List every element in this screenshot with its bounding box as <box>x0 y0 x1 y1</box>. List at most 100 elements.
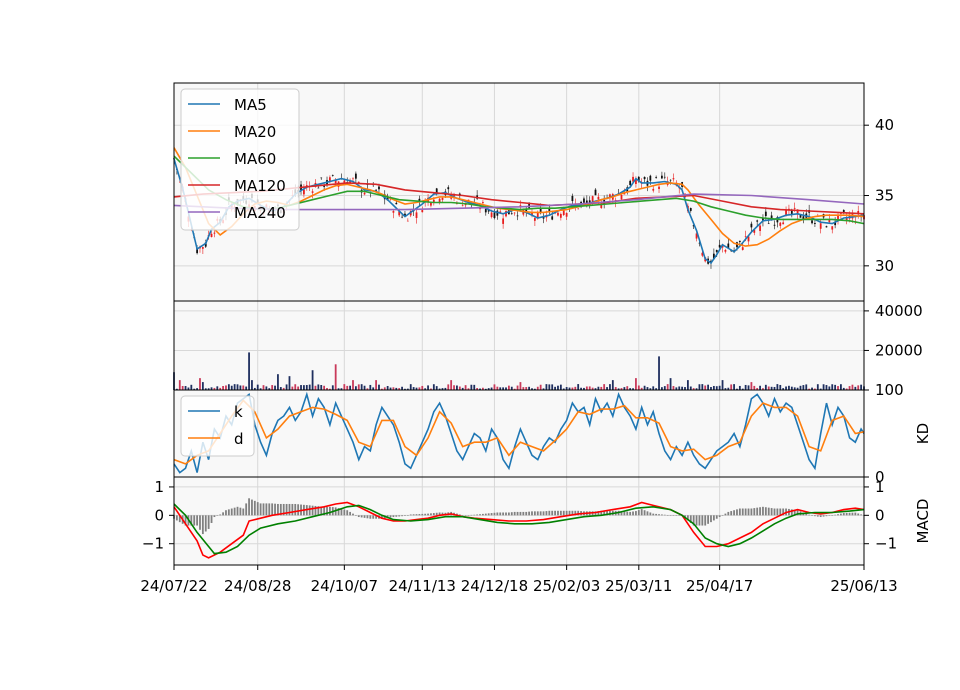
macd-histogram-bar <box>199 515 201 530</box>
macd-histogram-bar <box>629 511 632 516</box>
macd-y-label: MACD <box>914 499 932 544</box>
volume-bar <box>568 387 571 390</box>
macd-histogram-bar <box>646 511 649 516</box>
volume-bar <box>236 384 239 390</box>
volume-bar <box>819 388 822 390</box>
macd-histogram-bar <box>227 509 230 516</box>
candle-body <box>571 195 574 202</box>
volume-bar <box>851 384 854 390</box>
volume-bar <box>779 384 782 390</box>
macd-histogram-bar <box>288 503 291 516</box>
macd-histogram-bar <box>669 515 672 516</box>
volume-bar <box>251 380 253 390</box>
volume-bar <box>461 387 464 390</box>
macd-histogram-bar <box>701 515 704 526</box>
volume-bar <box>505 387 507 390</box>
candle-body <box>565 212 568 217</box>
volume-bar <box>831 384 834 390</box>
volume-bar <box>274 385 276 390</box>
macd-histogram-bar <box>715 515 718 519</box>
volume-bar <box>320 385 323 390</box>
volume-bar <box>233 384 236 390</box>
macd-histogram-bar <box>340 508 343 516</box>
volume-bar <box>430 388 432 390</box>
volume-bar <box>314 385 317 390</box>
volume-bar <box>796 387 799 390</box>
y-tick-label-left: −1 <box>142 535 164 553</box>
volume-bar <box>767 386 770 390</box>
candle-body <box>303 189 305 195</box>
volume-y-axis: 20000 40000 <box>864 302 923 359</box>
macd-histogram-bar <box>600 510 603 516</box>
volume-bar <box>473 384 476 390</box>
volume-bar <box>600 386 603 390</box>
macd-histogram-bar <box>510 512 513 516</box>
macd-histogram-bar <box>767 507 770 516</box>
macd-histogram-bar <box>505 512 507 516</box>
macd-histogram-bar <box>363 515 366 518</box>
volume-bar <box>193 388 196 390</box>
candle-body <box>398 211 401 216</box>
volume-bar <box>672 386 675 390</box>
candle-body <box>196 247 198 254</box>
candle-body <box>583 198 585 203</box>
candle-body <box>392 211 395 213</box>
volume-bar <box>643 385 646 390</box>
macd-histogram-bar <box>672 515 675 516</box>
volume-bar <box>811 387 813 390</box>
volume-bar <box>328 388 331 390</box>
candle-body <box>418 198 421 202</box>
macd-histogram-bar <box>782 508 785 516</box>
candle-body <box>857 210 860 215</box>
volume-bar <box>825 385 828 390</box>
y-tick-label: 1 <box>875 478 885 496</box>
candle-body <box>750 223 753 228</box>
macd-histogram-bar <box>666 515 669 516</box>
candle-body <box>401 216 403 218</box>
macd-histogram-bar <box>262 503 265 516</box>
volume-bar <box>790 386 793 390</box>
volume-bar <box>669 378 672 390</box>
macd-histogram-bar <box>253 500 256 516</box>
candle-body <box>785 210 787 216</box>
volume-bar <box>372 387 375 390</box>
volume-bar <box>450 380 453 390</box>
volume-bar <box>620 388 623 390</box>
volume-bar <box>799 385 802 390</box>
x-tick-label: 24/10/07 <box>311 577 378 595</box>
macd-histogram-bar <box>733 510 735 516</box>
macd-histogram-bar <box>438 512 441 516</box>
volume-bar <box>750 382 753 390</box>
volume-bar <box>637 385 640 390</box>
macd-histogram-bar <box>175 515 178 521</box>
macd-histogram-bar <box>689 515 692 523</box>
candle-body <box>201 247 204 249</box>
macd-histogram-bar <box>216 515 219 516</box>
macd-histogram-bar <box>308 505 311 516</box>
macd-histogram <box>173 498 865 535</box>
candle-body <box>695 233 698 239</box>
volume-bar <box>577 384 580 390</box>
macd-histogram-bar <box>738 508 741 516</box>
volume-bar <box>311 370 314 390</box>
candle-body <box>779 222 782 226</box>
volume-bar <box>554 386 556 390</box>
volume-bar <box>583 387 585 390</box>
volume-bar <box>204 388 207 390</box>
macd-panel: −1 0 1 −1 0 1 MACD <box>142 476 932 566</box>
volume-bar <box>219 387 222 390</box>
macd-histogram-bar <box>531 511 533 516</box>
candle-body <box>842 209 845 213</box>
volume-bar <box>242 385 245 390</box>
macd-histogram-bar <box>473 514 476 516</box>
macd-histogram-bar <box>196 515 198 526</box>
candle-body <box>767 223 770 225</box>
volume-bar <box>406 388 409 390</box>
macd-histogram-bar <box>796 510 799 516</box>
volume-bar <box>649 388 652 390</box>
volume-bar <box>502 387 505 390</box>
volume-bar <box>389 387 392 390</box>
candle-body <box>718 244 721 248</box>
macd-histogram-bar <box>337 508 340 516</box>
